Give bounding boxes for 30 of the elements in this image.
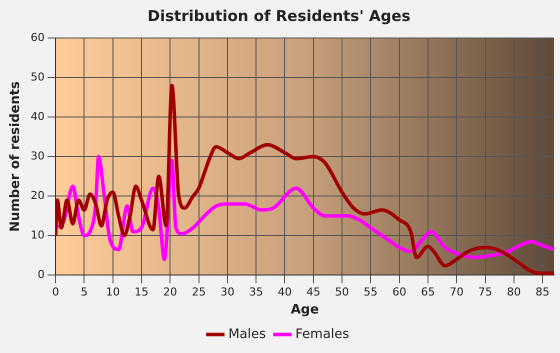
x-tick-label: 30 <box>220 286 234 299</box>
x-tick-label: 25 <box>192 286 206 299</box>
y-tick-label: 60 <box>30 30 45 44</box>
x-tick-label: 40 <box>278 286 292 299</box>
x-tick-label: 80 <box>506 286 521 299</box>
x-tick-label: 85 <box>536 286 550 299</box>
x-tick-label: 50 <box>335 286 350 299</box>
chart-title: Distribution of Residents' Ages <box>148 6 411 25</box>
x-tick-label: 20 <box>163 286 178 299</box>
x-tick-label: 55 <box>364 286 378 299</box>
y-tick-label: 40 <box>30 110 45 123</box>
y-axis-title: Number of residents <box>8 81 24 232</box>
x-tick-label: 70 <box>450 286 464 299</box>
x-tick-label: 0 <box>52 286 60 299</box>
y-tick-label: 50 <box>30 70 45 84</box>
legend-label: Males <box>228 326 266 342</box>
x-tick-label: 45 <box>306 286 320 299</box>
y-tick-label: 10 <box>30 228 45 242</box>
x-tick-label: 10 <box>106 286 120 299</box>
y-tick-label: 30 <box>30 149 45 162</box>
legend-label: Females <box>295 326 350 342</box>
x-axis-title: Age <box>290 302 320 318</box>
y-tick-label: 20 <box>30 188 45 202</box>
x-tick-label: 35 <box>249 286 264 299</box>
x-tick-label: 75 <box>478 286 492 299</box>
x-tick-label: 65 <box>420 286 435 299</box>
x-tick-label: 15 <box>134 286 149 299</box>
y-tick-label: 0 <box>38 268 45 282</box>
x-tick-label: 60 <box>392 286 406 299</box>
x-tick-label: 5 <box>80 286 88 299</box>
